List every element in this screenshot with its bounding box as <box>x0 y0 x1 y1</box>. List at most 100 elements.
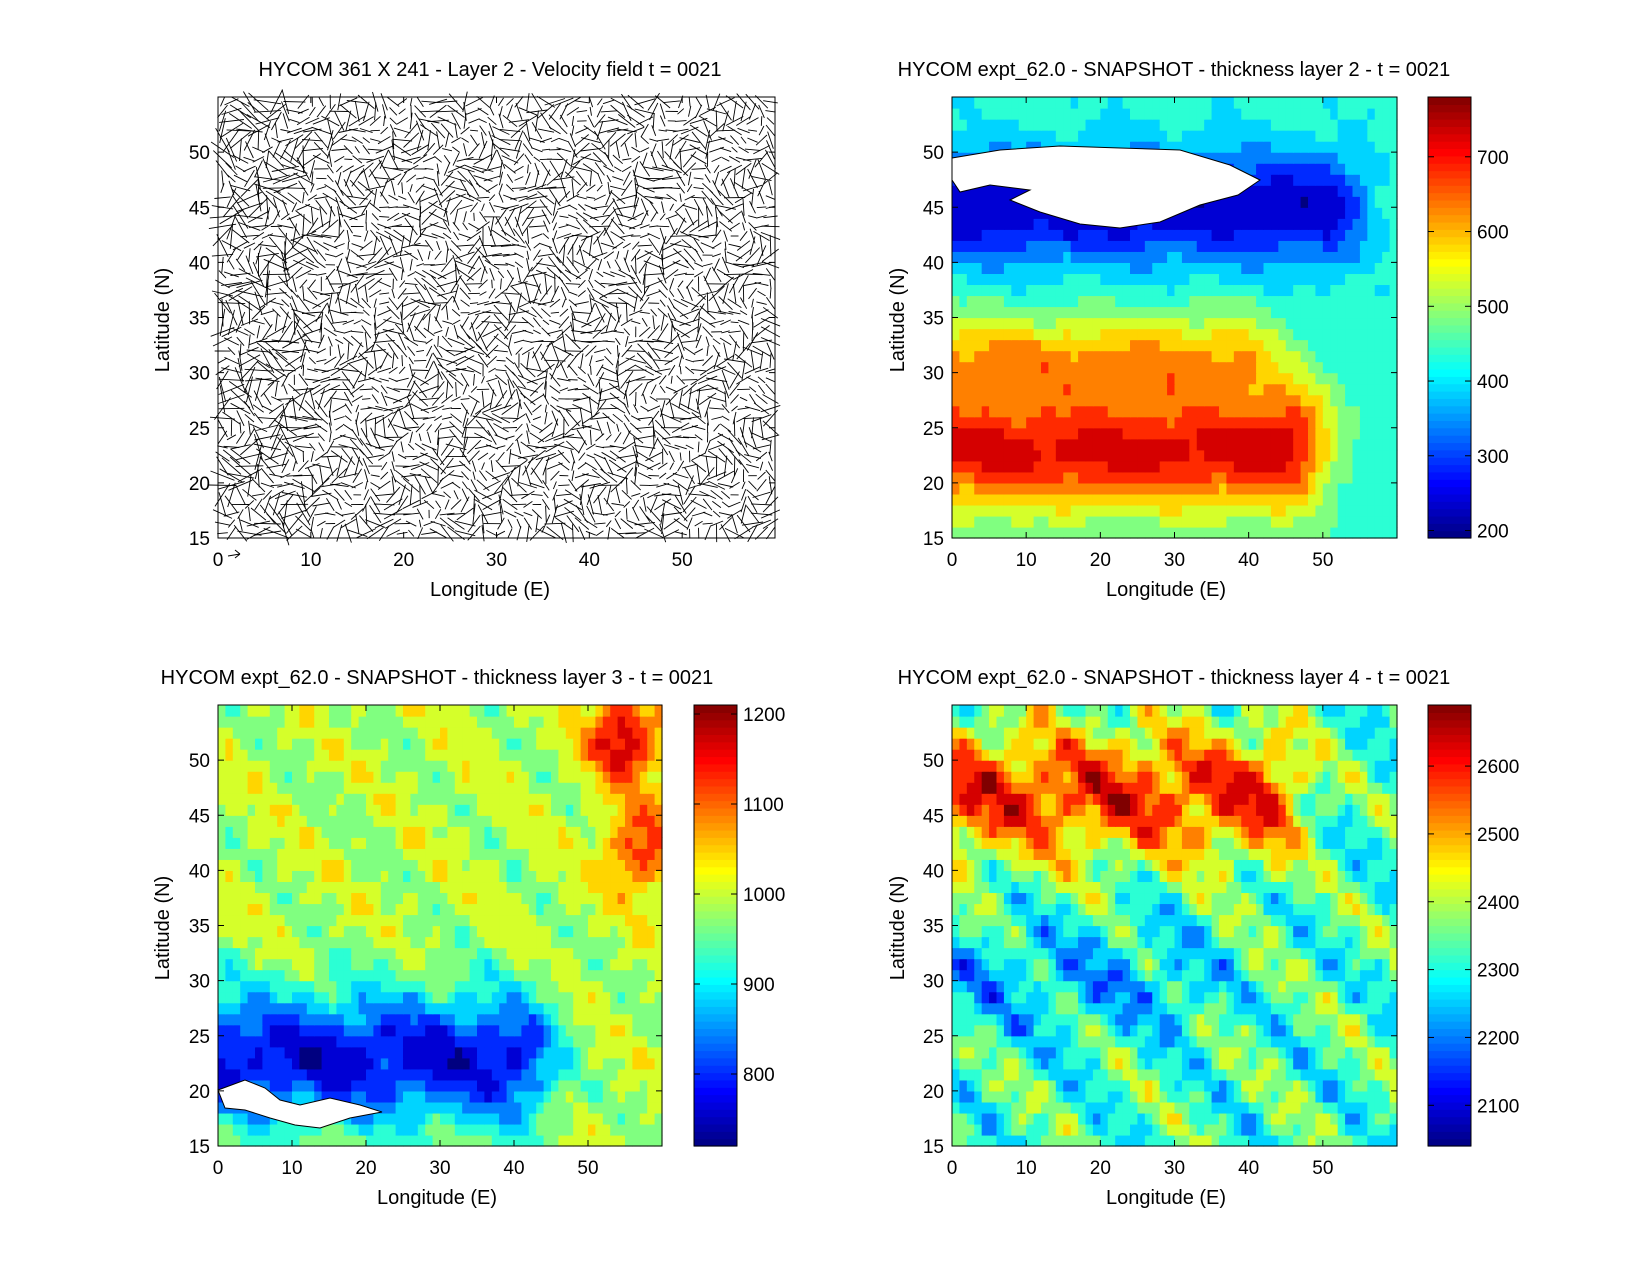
velocity-arrow <box>386 386 400 393</box>
heatmap-cell <box>1278 328 1287 341</box>
velocity-arrow <box>338 213 358 221</box>
velocity-arrow <box>423 284 435 304</box>
heatmap-cell <box>1226 416 1235 429</box>
heatmap-cell <box>1026 449 1035 462</box>
velocity-arrow <box>602 99 615 105</box>
velocity-arrow <box>245 141 254 159</box>
velocity-arrow <box>678 354 683 367</box>
heatmap-cell <box>1352 471 1361 484</box>
heatmap-cell <box>1189 372 1198 385</box>
velocity-arrow <box>236 214 263 219</box>
heatmap-cell <box>1241 196 1250 208</box>
heatmap-cell <box>1063 350 1072 363</box>
heatmap-cell <box>1308 306 1317 319</box>
heatmap-cell <box>1337 174 1346 186</box>
heatmap-cell <box>1196 460 1205 473</box>
heatmap-cell <box>1189 295 1198 308</box>
heatmap-cell <box>1270 361 1279 374</box>
velocity-arrow <box>348 363 366 377</box>
velocity-arrow <box>543 220 549 233</box>
velocity-arrow <box>295 210 312 224</box>
velocity-arrow <box>326 174 334 183</box>
velocity-arrow <box>705 140 710 159</box>
velocity-arrow <box>702 263 713 267</box>
velocity-arrow <box>425 338 433 345</box>
velocity-arrow <box>537 431 555 444</box>
velocity-arrow <box>393 388 411 391</box>
heatmap-cell <box>1285 284 1294 297</box>
heatmap-cell <box>1233 251 1242 263</box>
velocity-arrow <box>316 261 326 269</box>
heatmap-cell <box>1167 438 1176 451</box>
heatmap-cell <box>1270 218 1279 230</box>
heatmap-cell <box>1345 273 1354 286</box>
heatmap-cell <box>1055 416 1064 429</box>
heatmap-cell <box>981 240 990 252</box>
velocity-arrow <box>498 97 504 106</box>
velocity-arrow <box>375 145 393 154</box>
heatmap-cell <box>974 504 983 517</box>
heatmap-cell <box>1382 328 1391 341</box>
heatmap-cell <box>974 416 983 429</box>
velocity-arrow <box>587 114 595 128</box>
heatmap-cell <box>1003 504 1012 517</box>
heatmap-cell <box>1033 240 1042 252</box>
velocity-arrow <box>408 356 414 365</box>
heatmap-cell <box>1159 361 1168 374</box>
velocity-arrow <box>268 409 285 427</box>
velocity-arrow <box>370 222 380 231</box>
heatmap-cell <box>1003 229 1012 241</box>
velocity-arrow <box>396 296 409 311</box>
velocity-arrow <box>526 206 548 209</box>
heatmap-cell <box>1144 350 1153 363</box>
heatmap-cell <box>1241 262 1250 275</box>
velocity-arrow <box>248 197 269 218</box>
velocity-arrow <box>383 319 404 326</box>
heatmap-cell <box>1270 526 1279 539</box>
heatmap-cell <box>1241 482 1250 495</box>
velocity-arrow <box>742 417 763 420</box>
velocity-arrow <box>309 160 316 178</box>
velocity-arrow <box>243 165 256 173</box>
velocity-arrow <box>509 321 529 324</box>
heatmap-cell <box>1048 438 1057 451</box>
heatmap-cell <box>1041 482 1050 495</box>
velocity-arrow <box>728 437 741 457</box>
velocity-arrow <box>413 325 427 339</box>
heatmap-cell <box>1159 284 1168 297</box>
heatmap-cell <box>1352 196 1361 208</box>
heatmap-cell <box>1211 350 1220 363</box>
heatmap-cell <box>1367 306 1376 319</box>
heatmap-cell <box>1219 526 1228 539</box>
heatmap-cell <box>959 394 968 407</box>
heatmap-cell <box>1241 438 1250 451</box>
velocity-arrow <box>351 447 363 466</box>
velocity-arrow <box>736 93 751 111</box>
heatmap-cell <box>1130 438 1139 451</box>
velocity-arrow <box>332 434 346 441</box>
heatmap-cell <box>1204 317 1213 330</box>
heatmap-cell <box>1308 240 1317 252</box>
velocity-arrow <box>508 302 512 324</box>
velocity-arrow <box>291 223 297 249</box>
heatmap-cell <box>974 328 983 341</box>
heatmap-cell <box>1337 526 1346 539</box>
velocity-arrow <box>468 255 481 274</box>
heatmap-cell <box>1367 240 1376 252</box>
velocity-arrow <box>557 204 571 210</box>
heatmap-cell <box>1167 394 1176 407</box>
velocity-arrow <box>292 461 297 472</box>
velocity-arrow <box>231 188 250 207</box>
heatmap-cell <box>1085 438 1094 451</box>
velocity-arrow <box>657 462 668 470</box>
heatmap-cell <box>1159 251 1168 263</box>
velocity-arrow <box>253 443 282 451</box>
heatmap-cell <box>1130 328 1139 341</box>
heatmap-cell <box>1189 350 1198 363</box>
heatmap-cell <box>1330 306 1339 319</box>
velocity-arrow <box>274 382 278 397</box>
heatmap-cell <box>1085 273 1094 286</box>
heatmap-cell <box>1189 383 1198 396</box>
velocity-arrow <box>768 451 773 462</box>
velocity-arrow <box>451 396 461 402</box>
